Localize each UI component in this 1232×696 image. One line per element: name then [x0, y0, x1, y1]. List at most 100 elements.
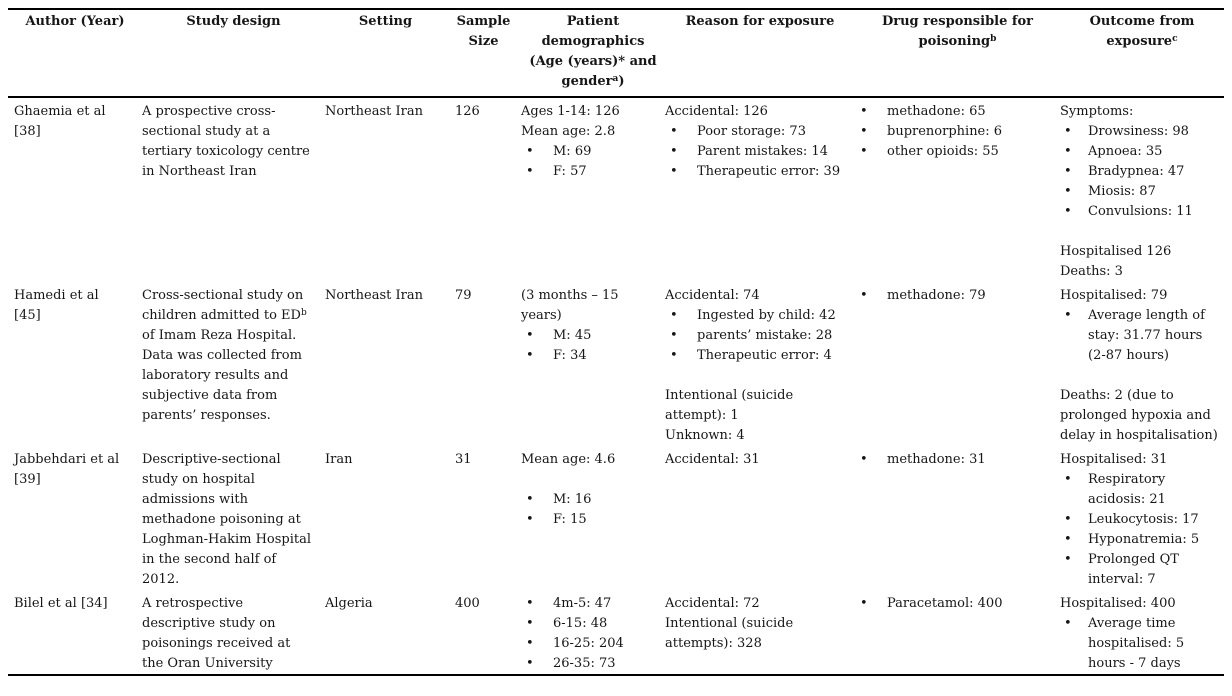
cell-line: Accidental: 74: [665, 288, 760, 303]
table-cell: Paracetamol: 400: [855, 590, 1060, 675]
cell-line: A retrospective descriptive study on poi…: [142, 596, 291, 671]
cell-line: (3 months – 15 years): [521, 288, 619, 323]
table-row-2: Hamedi et al [45] Cross-sectional study on…: [8, 282, 1224, 446]
table-cell: 4m-5: 476-15: 4816-25: 20426-35: 73: [521, 590, 665, 675]
bullet-item: methadone: 31: [855, 450, 1050, 470]
table-cell: Hospitalised: 31 Respiratory acidosis: 21…: [1060, 446, 1224, 590]
column-header-7: Drug responsible for poisoningb: [881, 14, 1034, 49]
bullet-item: Apnoea: 35: [1060, 142, 1220, 162]
bullet-item: Miosis: 87: [1060, 182, 1220, 202]
bullet-item: parents’ mistake: 28: [665, 326, 845, 346]
table-cell: Ages 1-14: 126 Mean age: 2.8 M: 69F: 57: [521, 97, 665, 282]
cell-line: Deaths: 2 (due to prolonged hypoxia and …: [1060, 388, 1218, 443]
table-cell: Mean age: 4.6 M: 16F: 15: [521, 446, 665, 590]
studies-table: Author (Year) Study design Setting Sample S…: [8, 8, 1224, 676]
table-row-1: Ghaemia et al [38] A prospective cross-sec…: [8, 97, 1224, 282]
bullet-item: F: 34: [521, 346, 655, 366]
bullet-item: Leukocytosis: 17: [1060, 510, 1220, 530]
cell-line: Accidental: 72: [665, 596, 760, 611]
cell-line: Unknown: 4: [665, 428, 745, 443]
cell-line: 31: [455, 452, 472, 467]
table-cell: Hospitalised: 79 Average length of stay: …: [1060, 282, 1224, 446]
table-row-4: Bilel et al [34] A retrospective descript…: [8, 590, 1224, 675]
bullet-item: buprenorphine: 6: [855, 122, 1050, 142]
table-cell: Descriptive-sectional study on hospital …: [142, 446, 325, 590]
bullet-item: Therapeutic error: 39: [665, 162, 845, 182]
cell-line: 400: [455, 596, 480, 611]
blank-line: [1060, 366, 1220, 386]
cell-line: Symptoms:: [1060, 104, 1134, 119]
table-cell: Cross-sectional study on children admitt…: [142, 282, 325, 446]
cell-line: Hamedi et al: [14, 288, 99, 303]
superscript-note: b: [300, 307, 307, 318]
cell-line: Cross-sectional study on children admitt…: [142, 288, 307, 423]
column-header-5: Patient demographics (Age (years)* and g…: [529, 14, 657, 89]
cell-line: Jabbehdari et al: [14, 452, 120, 467]
cell-line: [39]: [14, 472, 41, 487]
cell-line: Mean age: 2.8: [521, 124, 616, 139]
table-cell: Symptoms: Drowsiness: 98Apnoea: 35Bradypn…: [1060, 97, 1224, 282]
column-header-3: Setting: [358, 14, 413, 29]
cell-line: Accidental: 31: [665, 452, 760, 467]
cell-line: Intentional (suicide attempts): 328: [665, 616, 794, 651]
cell-line: Hospitalised 126: [1060, 244, 1172, 259]
cell-line: Deaths: 3: [1060, 264, 1123, 279]
cell-line: Ghaemia et al: [14, 104, 106, 119]
cell-line: Hospitalised: 79: [1060, 288, 1168, 303]
cell-line: Algeria: [325, 596, 373, 611]
bullet-item: F: 57: [521, 162, 655, 182]
column-header-8: Outcome from exposurec: [1089, 14, 1195, 49]
blank-line: [1060, 222, 1220, 242]
table-cell: Northeast Iran: [325, 97, 446, 282]
column-header-6: Reason for exposure: [685, 14, 835, 29]
table-cell: Northeast Iran: [325, 282, 446, 446]
bullet-item: 16-25: 204: [521, 634, 655, 654]
bullet-item: M: 16: [521, 490, 655, 510]
cell-line: [45]: [14, 308, 41, 323]
cell-line: Mean age: 4.6: [521, 452, 616, 467]
table-cell: Accidental: 31: [665, 446, 855, 590]
cell-line: [38]: [14, 124, 41, 139]
bullet-item: Bradypnea: 47: [1060, 162, 1220, 182]
bullet-item: Hyponatremia: 5: [1060, 530, 1220, 550]
column-header-4: Sample Size: [456, 14, 511, 49]
table-cell: Ghaemia et al [38]: [8, 97, 142, 282]
table-row-3: Jabbehdari et al [39] Descriptive-sectiona…: [8, 446, 1224, 590]
header-row: Author (Year) Study design Setting Sample S…: [8, 9, 1224, 97]
bullet-item: Paracetamol: 400: [855, 594, 1050, 614]
bullet-item: 6-15: 48: [521, 614, 655, 634]
column-header-1: Author (Year): [25, 14, 125, 29]
table-cell: methadone: 31: [855, 446, 1060, 590]
blank-line: [665, 366, 845, 386]
table-cell: 79: [446, 282, 521, 446]
bullet-item: Average length of stay: 31.77 hours (2-8…: [1060, 306, 1220, 366]
cell-line: Northeast Iran: [325, 104, 423, 119]
table-body: Ghaemia et al [38] A prospective cross-sec…: [8, 97, 1224, 675]
column-header-2: Study design: [186, 14, 281, 29]
cell-line: Intentional (suicide attempt): 1: [665, 388, 794, 423]
bullet-item: Poor storage: 73: [665, 122, 845, 142]
superscript-note: a: [612, 73, 619, 84]
bullet-item: Ingested by child: 42: [665, 306, 845, 326]
table-cell: methadone: 65buprenorphine: 6other opioi…: [855, 97, 1060, 282]
bullet-item: Drowsiness: 98: [1060, 122, 1220, 142]
cell-line: Accidental: 126: [665, 104, 768, 119]
cell-line: Northeast Iran: [325, 288, 423, 303]
cell-line: Hospitalised: 400: [1060, 596, 1176, 611]
bullet-item: 26-35: 73: [521, 654, 655, 674]
bullet-item: Convulsions: 11: [1060, 202, 1220, 222]
bullet-item: M: 45: [521, 326, 655, 346]
cell-line: Bilel et al [34]: [14, 596, 108, 611]
bullet-item: methadone: 65: [855, 102, 1050, 122]
cell-line: Ages 1-14: 126: [521, 104, 620, 119]
table-cell: 31: [446, 446, 521, 590]
table-cell: Accidental: 74 Ingested by child: 42paren…: [665, 282, 855, 446]
table-cell: Hamedi et al [45]: [8, 282, 142, 446]
cell-line: Iran: [325, 452, 353, 467]
table-cell: Accidental: 72 Intentional (suicide attem…: [665, 590, 855, 675]
cell-line: A prospective cross-sectional study at a…: [142, 104, 310, 179]
table-cell: (3 months – 15 years) M: 45F: 34: [521, 282, 665, 446]
cell-line: Hospitalised: 31: [1060, 452, 1168, 467]
table-cell: A prospective cross-sectional study at a…: [142, 97, 325, 282]
